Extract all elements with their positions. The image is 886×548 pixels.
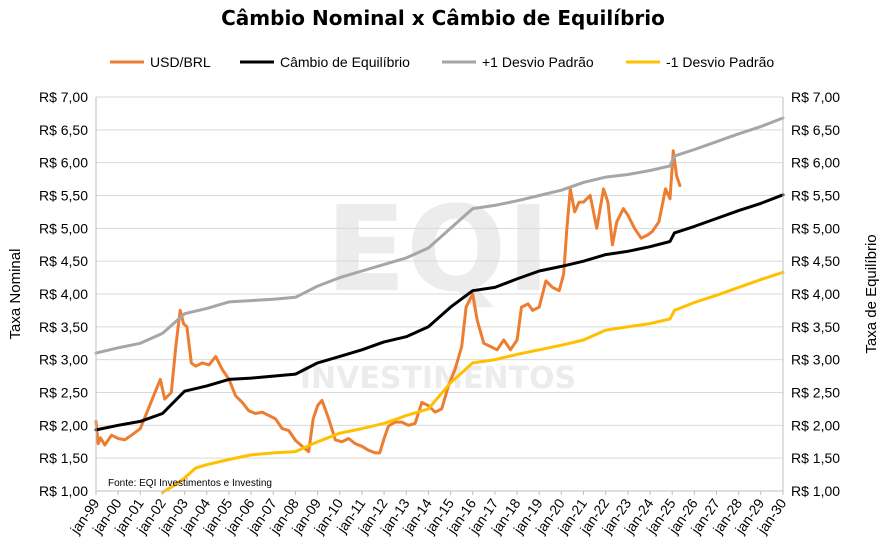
source-note: Fonte: EQI Investimentos e Investing: [108, 478, 272, 489]
legend-label-3: -1 Desvio Padrão: [666, 54, 774, 70]
y-tick-label-left: R$ 6,50: [39, 122, 88, 138]
y-tick-label-left: R$ 2,50: [39, 385, 88, 401]
legend-label-1: Câmbio de Equilíbrio: [280, 54, 410, 70]
y-tick-label-left: R$ 5,00: [39, 220, 88, 236]
y-tick-label-left: R$ 1,00: [39, 483, 88, 499]
series-lines: [94, 116, 785, 494]
y-tick-label-right: R$ 6,50: [791, 122, 840, 138]
series-line-3: [161, 270, 785, 494]
y-tick-label-left: R$ 4,50: [39, 253, 88, 269]
y-tick-label-left: R$ 3,50: [39, 319, 88, 335]
legend-label-0: USD/BRL: [150, 54, 211, 70]
legend-label-2: +1 Desvio Padrão: [482, 54, 594, 70]
y-tick-label-left: R$ 2,00: [39, 417, 88, 433]
legend: USD/BRL Câmbio de Equilíbrio +1 Desvio Pad…: [110, 54, 774, 70]
y-axis-left-title: Taxa Nominal: [7, 249, 24, 340]
y-tick-label-right: R$ 4,00: [791, 286, 840, 302]
y-tick-label-right: R$ 3,50: [791, 319, 840, 335]
grid: [96, 96, 783, 492]
series-line-2: [94, 116, 785, 355]
y-tick-label-right: R$ 5,00: [791, 220, 840, 236]
y-tick-label-left: R$ 1,50: [39, 450, 88, 466]
y-tick-label-left: R$ 7,00: [39, 89, 88, 105]
y-tick-label-right: R$ 3,00: [791, 352, 840, 368]
watermark-text: INVESTIMENTOS: [300, 361, 576, 396]
y-tick-label-right: R$ 2,00: [791, 417, 840, 433]
chart-title: Câmbio Nominal x Câmbio de Equilíbrio: [221, 6, 665, 30]
y-tick-label-right: R$ 1,00: [791, 483, 840, 499]
y-tick-label-right: R$ 1,50: [791, 450, 840, 466]
y-tick-label-right: R$ 4,50: [791, 253, 840, 269]
y-axis-right-title: Taxa de Equilíbrio: [863, 234, 880, 353]
y-tick-label-left: R$ 4,00: [39, 286, 88, 302]
y-tick-label-right: R$ 6,00: [791, 155, 840, 171]
axes: R$ 1,00 R$ 1,00 R$ 1,50 R$ 1,50 R$ 2,00 R$ 2,…: [39, 89, 840, 537]
series-line-0: [94, 149, 682, 455]
y-tick-label-left: R$ 3,00: [39, 352, 88, 368]
series-line-1: [94, 193, 785, 432]
y-tick-label-left: R$ 6,00: [39, 155, 88, 171]
y-tick-label-right: R$ 5,50: [791, 188, 840, 204]
y-tick-label-left: R$ 5,50: [39, 188, 88, 204]
y-tick-label-right: R$ 2,50: [791, 385, 840, 401]
y-tick-label-right: R$ 7,00: [791, 89, 840, 105]
